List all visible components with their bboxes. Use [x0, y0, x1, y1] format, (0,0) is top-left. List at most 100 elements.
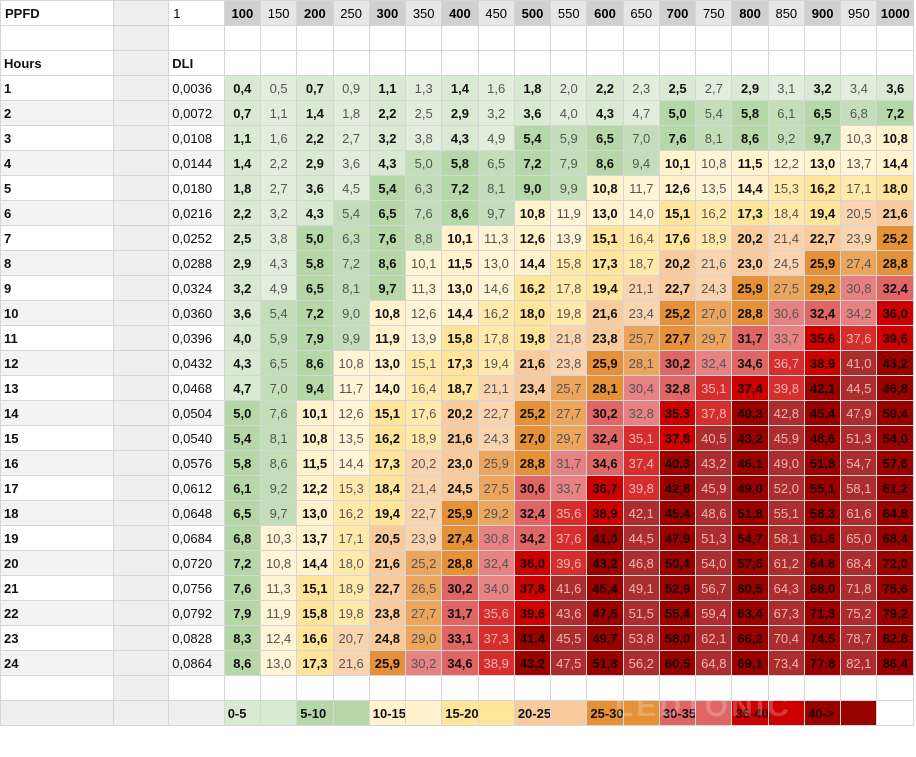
value-cell[interactable]: 10,1 [296, 400, 334, 426]
value-cell[interactable]: 35,6 [477, 600, 515, 626]
value-cell[interactable]: 28,8 [876, 250, 914, 276]
value-cell[interactable]: 16,2 [477, 300, 515, 326]
value-cell[interactable]: 25,9 [586, 350, 624, 376]
value-cell[interactable]: 8,6 [296, 350, 334, 376]
value-cell[interactable]: 12,6 [658, 175, 697, 201]
value-cell[interactable]: 25,2 [405, 550, 443, 576]
value-cell[interactable]: 1,8 [223, 175, 261, 201]
value-cell[interactable]: 10,1 [405, 250, 443, 276]
value-cell[interactable]: 24,5 [767, 250, 805, 276]
value-cell[interactable]: 28,8 [441, 550, 479, 576]
empty-cell[interactable] [112, 350, 170, 376]
value-cell[interactable]: 20,2 [441, 400, 479, 426]
value-cell[interactable]: 6,5 [259, 350, 298, 376]
hour-cell[interactable]: 11 [0, 325, 114, 351]
empty-cell[interactable] [112, 50, 170, 76]
empty-cell[interactable] [586, 25, 624, 51]
value-cell[interactable]: 5,4 [368, 175, 407, 201]
value-cell[interactable]: 6,5 [803, 100, 842, 126]
value-cell[interactable]: 6,5 [368, 200, 407, 226]
value-cell[interactable]: 0,9 [332, 75, 370, 101]
value-cell[interactable]: 5,0 [223, 400, 261, 426]
empty-cell[interactable] [731, 50, 769, 76]
value-cell[interactable]: 19,8 [513, 325, 552, 351]
value-cell[interactable]: 20,7 [332, 625, 370, 651]
value-cell[interactable]: 57,6 [876, 450, 914, 476]
value-cell[interactable]: 3,6 [296, 175, 334, 201]
value-cell[interactable]: 7,9 [550, 150, 588, 176]
value-cell[interactable]: 40,3 [731, 400, 769, 426]
value-cell[interactable]: 28,1 [622, 350, 660, 376]
value-cell[interactable]: 21,6 [513, 350, 552, 376]
dli-cell[interactable]: 0,0036 [168, 75, 225, 101]
empty-cell[interactable] [513, 50, 552, 76]
value-cell[interactable]: 21,1 [622, 275, 660, 301]
dli-cell[interactable]: 0,0396 [168, 325, 225, 351]
ppfd-column-header[interactable]: 950 [840, 0, 878, 26]
value-cell[interactable]: 28,8 [513, 450, 552, 476]
value-cell[interactable]: 23,9 [840, 225, 878, 251]
value-cell[interactable]: 44,5 [622, 525, 660, 551]
value-cell[interactable]: 1,8 [513, 75, 552, 101]
value-cell[interactable]: 6,5 [296, 275, 334, 301]
legend-swatch[interactable] [695, 700, 733, 726]
empty-cell[interactable] [112, 275, 170, 301]
dli-cell[interactable]: 0,0252 [168, 225, 225, 251]
legend-label[interactable]: 25-30 [586, 700, 624, 726]
value-cell[interactable]: 3,2 [477, 100, 515, 126]
hour-cell[interactable]: 2 [0, 100, 114, 126]
value-cell[interactable]: 7,2 [223, 550, 261, 576]
dli-cell[interactable]: 0,0216 [168, 200, 225, 226]
legend-label[interactable]: 15-20 [441, 700, 479, 726]
value-cell[interactable]: 7,2 [876, 100, 914, 126]
empty-cell[interactable] [731, 675, 769, 701]
value-cell[interactable]: 37,8 [695, 400, 733, 426]
ppfd-column-header[interactable]: 800 [731, 0, 769, 26]
value-cell[interactable]: 23,9 [405, 525, 443, 551]
value-cell[interactable]: 41,4 [513, 625, 552, 651]
empty-cell[interactable] [112, 650, 170, 676]
value-cell[interactable]: 6,5 [223, 500, 261, 526]
value-cell[interactable]: 13,9 [405, 325, 443, 351]
hour-cell[interactable]: 18 [0, 500, 114, 526]
hour-cell[interactable]: 4 [0, 150, 114, 176]
value-cell[interactable]: 17,1 [332, 525, 370, 551]
value-cell[interactable]: 10,3 [259, 525, 298, 551]
ppfd-column-header[interactable]: 450 [477, 0, 515, 26]
empty-cell[interactable] [112, 450, 170, 476]
value-cell[interactable]: 7,6 [368, 225, 407, 251]
value-cell[interactable]: 10,1 [441, 225, 479, 251]
value-cell[interactable]: 36,7 [767, 350, 805, 376]
value-cell[interactable]: 11,7 [622, 175, 660, 201]
value-cell[interactable]: 48,6 [803, 425, 842, 451]
value-cell[interactable]: 15,8 [550, 250, 588, 276]
value-cell[interactable]: 15,3 [767, 175, 805, 201]
empty-cell[interactable] [658, 675, 697, 701]
value-cell[interactable]: 27,7 [550, 400, 588, 426]
empty-cell[interactable] [112, 125, 170, 151]
value-cell[interactable]: 13,5 [332, 425, 370, 451]
value-cell[interactable]: 34,6 [731, 350, 769, 376]
value-cell[interactable]: 32,8 [622, 400, 660, 426]
value-cell[interactable]: 41,0 [840, 350, 878, 376]
value-cell[interactable]: 2,2 [586, 75, 624, 101]
value-cell[interactable]: 22,7 [477, 400, 515, 426]
value-cell[interactable]: 27,5 [477, 475, 515, 501]
ppfd-column-header[interactable]: 250 [332, 0, 370, 26]
value-cell[interactable]: 9,7 [368, 275, 407, 301]
value-cell[interactable]: 5,9 [550, 125, 588, 151]
dli-cell[interactable]: 0,0540 [168, 425, 225, 451]
value-cell[interactable]: 60,5 [731, 575, 769, 601]
value-cell[interactable]: 30,2 [586, 400, 624, 426]
value-cell[interactable]: 17,3 [368, 450, 407, 476]
value-cell[interactable]: 43,2 [731, 425, 769, 451]
value-cell[interactable]: 17,3 [296, 650, 334, 676]
value-cell[interactable]: 29,7 [695, 325, 733, 351]
empty-cell[interactable] [112, 0, 170, 26]
dli-cell[interactable]: 0,0648 [168, 500, 225, 526]
value-cell[interactable]: 28,1 [586, 375, 624, 401]
value-cell[interactable]: 34,0 [477, 575, 515, 601]
value-cell[interactable]: 9,7 [259, 500, 298, 526]
ppfd-column-header[interactable]: 1000 [876, 0, 914, 26]
value-cell[interactable]: 71,8 [840, 575, 878, 601]
